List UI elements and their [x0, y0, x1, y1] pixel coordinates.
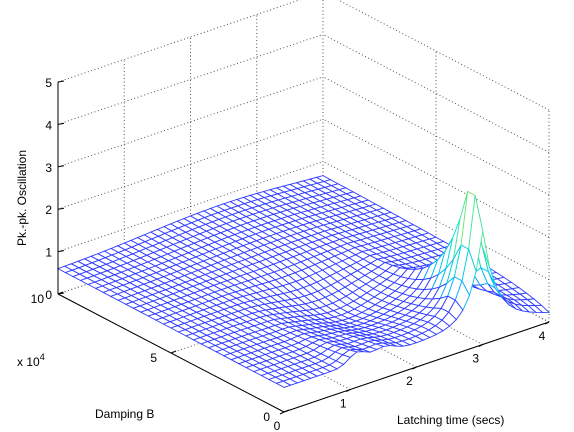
z-tick-label: 3: [45, 161, 52, 175]
axes-box: [57, 80, 550, 415]
y-multiplier-exponent: 4: [40, 352, 45, 362]
z-tick-mark: [57, 250, 65, 253]
grid-line: [57, 76, 324, 168]
z-tick-label: 2: [45, 203, 52, 217]
z-tick-label: 4: [45, 118, 52, 132]
x-tick-mark: [478, 344, 483, 347]
x-tick-label: 0: [274, 419, 281, 432]
z-tick-mark: [57, 122, 65, 125]
grid-line: [57, 33, 324, 125]
y-axis-label: Damping B: [95, 407, 154, 421]
x-tick-mark: [346, 389, 351, 392]
x-tick-mark: [279, 411, 285, 415]
x-tick-label: 4: [539, 329, 546, 343]
z-tick-mark: [57, 292, 65, 295]
x-tick-mark: [544, 321, 550, 325]
y-multiplier-base: x 10: [17, 355, 40, 369]
z-tick-mark: [57, 80, 65, 83]
x-tick-label: 3: [472, 352, 479, 366]
x-axis-label: Latching time (secs): [397, 413, 504, 427]
grid-line: [322, 76, 550, 196]
grid-line: [337, 0, 550, 111]
z-tick-label: 5: [45, 76, 52, 90]
grid-line: [322, 161, 550, 281]
y-tick-mark: [170, 350, 177, 354]
surface-cell: [275, 380, 292, 388]
z-tick-label: 0: [45, 288, 52, 302]
y-tick-label: 10: [31, 292, 45, 306]
x-tick-label: 1: [340, 397, 347, 411]
z-tick-label: 1: [45, 246, 52, 260]
z-tick-mark: [57, 207, 65, 210]
x-tick-mark: [412, 366, 417, 370]
y-tick-mark: [283, 409, 290, 413]
x-tick-label: 2: [406, 374, 413, 388]
y-multiplier-label: x 104: [17, 352, 45, 369]
grid-line: [322, 118, 550, 238]
z-tick-mark: [57, 165, 65, 168]
y-tick-label: 5: [150, 351, 157, 365]
y-tick-label: 0: [263, 410, 270, 424]
surface-mesh: [56, 175, 551, 388]
z-axis-label: Pk.-pk. Oscillation: [15, 150, 29, 246]
grid-line: [322, 33, 550, 153]
